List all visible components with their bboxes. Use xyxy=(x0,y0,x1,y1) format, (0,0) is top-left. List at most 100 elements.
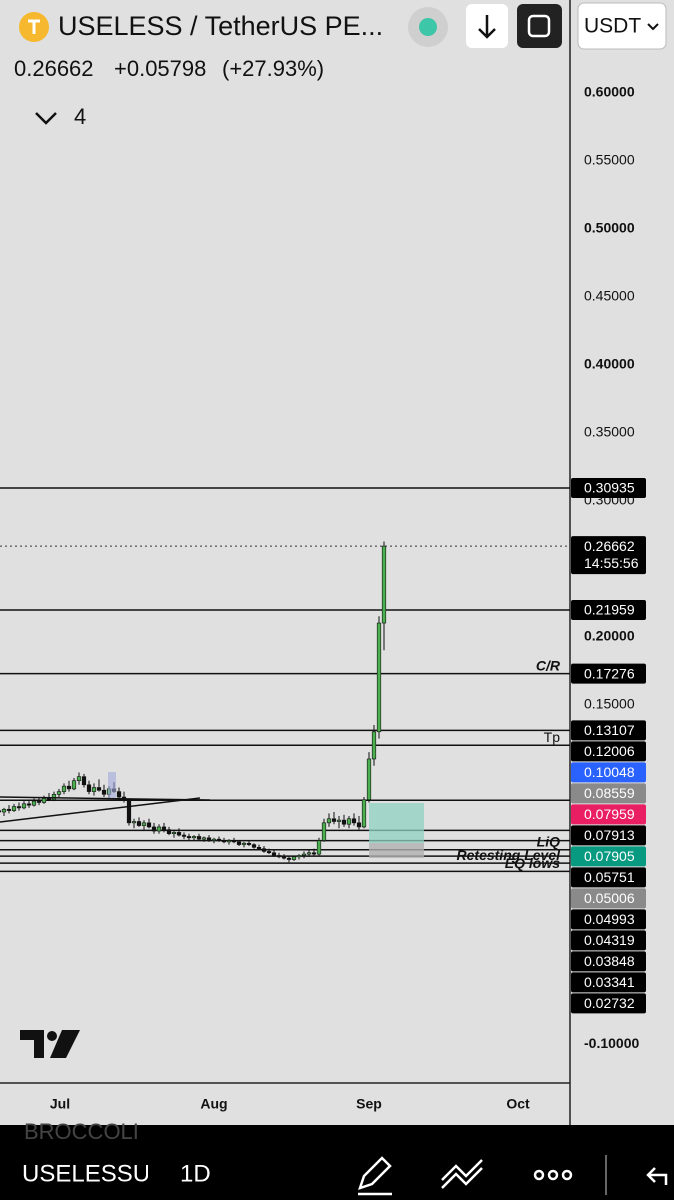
price-label-box xyxy=(571,783,646,804)
candle-body xyxy=(351,818,357,824)
candle-body xyxy=(81,776,87,786)
candle-body xyxy=(316,840,322,855)
candle-body xyxy=(0,810,2,813)
candle-body xyxy=(16,806,22,809)
candle-body xyxy=(191,836,197,839)
candle-body xyxy=(66,785,72,790)
candle-body xyxy=(21,803,27,809)
fullscreen-button[interactable] xyxy=(517,4,562,48)
tradingview-logo-dot xyxy=(47,1031,57,1041)
candle-body xyxy=(331,818,337,822)
y-tick-label: -0.10000 xyxy=(584,1035,639,1051)
y-tick-label: 0.15000 xyxy=(584,695,635,711)
price-label-box xyxy=(571,888,646,909)
price-label: 0.04993 xyxy=(584,911,635,927)
candle-body xyxy=(126,799,132,824)
level-annotation: Retesting Level xyxy=(457,847,562,863)
last-price-label: 0.26662 xyxy=(584,538,635,554)
download-icon xyxy=(478,15,496,39)
candle-body xyxy=(76,776,82,782)
price-label-box xyxy=(571,720,646,741)
stop-zone xyxy=(369,843,424,858)
candle-body xyxy=(286,857,292,860)
candle-body xyxy=(226,840,232,843)
tradingview-logo xyxy=(20,1030,80,1058)
price-label-box xyxy=(571,536,646,575)
level-annotation: C/R xyxy=(536,657,561,673)
candle-body xyxy=(271,852,277,856)
logo-glyph xyxy=(28,19,40,34)
fullscreen-icon xyxy=(527,14,551,38)
price-label-box xyxy=(571,762,646,783)
candle-body xyxy=(26,803,32,806)
drawings-button[interactable] xyxy=(441,1159,483,1189)
level-annotation: Tp xyxy=(544,729,561,745)
watermark: BROCCOLI xyxy=(24,1119,139,1144)
trend-line xyxy=(0,797,201,823)
candle-body xyxy=(1,808,7,813)
candle-body xyxy=(186,836,192,839)
price-label-box xyxy=(571,972,646,993)
symbol-title[interactable]: USELESS / TetherUS PE... xyxy=(58,11,383,41)
price-label: 0.07905 xyxy=(584,848,635,864)
currency-select[interactable] xyxy=(577,2,667,50)
candle-body xyxy=(56,791,62,795)
candle-body xyxy=(311,852,317,855)
x-tick-label: Oct xyxy=(506,1096,530,1112)
price-label-box xyxy=(571,867,646,888)
price-label-box xyxy=(571,741,646,762)
candle-body xyxy=(341,819,347,825)
candle-body xyxy=(366,758,372,801)
candle-body xyxy=(236,841,242,845)
candle-body xyxy=(256,847,262,849)
trend-line xyxy=(0,796,211,801)
candle-body xyxy=(86,784,92,792)
price-label: 0.10048 xyxy=(584,764,635,780)
more-button[interactable] xyxy=(533,1169,573,1181)
back-button[interactable] xyxy=(646,1167,668,1185)
symbol-fade xyxy=(148,1150,178,1195)
candle-body xyxy=(336,819,342,822)
candle-body xyxy=(321,822,327,841)
indicators-toggle[interactable] xyxy=(35,112,57,125)
candle-body xyxy=(161,826,167,830)
candle-body xyxy=(31,800,37,806)
price-label: 0.03848 xyxy=(584,953,635,969)
price-label: 0.08559 xyxy=(584,785,635,801)
interval-button[interactable]: 1D xyxy=(180,1160,211,1187)
candle-body xyxy=(171,832,177,835)
candle-body xyxy=(71,780,77,790)
price-label: 0.05751 xyxy=(584,869,635,885)
price-label: 0.03341 xyxy=(584,974,635,990)
bottom-toolbar xyxy=(0,1145,674,1200)
level-annotation: LiQ xyxy=(537,833,560,849)
candle-body xyxy=(151,826,157,832)
candle-body xyxy=(61,785,67,792)
candle-body xyxy=(251,844,257,848)
candle-body xyxy=(101,789,107,795)
candle-body xyxy=(46,798,52,801)
candle-body xyxy=(116,791,122,798)
candle-body xyxy=(301,853,307,856)
price-label: 0.07913 xyxy=(584,827,635,843)
draw-button[interactable] xyxy=(358,1156,392,1196)
candle-body xyxy=(206,837,212,841)
price-label: 0.13107 xyxy=(584,722,635,738)
countdown: 14:55:56 xyxy=(584,555,639,571)
symbol-button[interactable]: USELESSU xyxy=(22,1160,150,1187)
y-tick-label: 0.35000 xyxy=(584,423,635,439)
price-label: 0.04319 xyxy=(584,932,635,948)
candle-body xyxy=(11,806,17,811)
target-zone xyxy=(369,803,424,843)
price-label-box xyxy=(571,930,646,951)
candle-body xyxy=(91,787,97,792)
candle-body xyxy=(381,545,387,624)
candle-body xyxy=(211,838,217,841)
y-tick-label: 0.55000 xyxy=(584,152,635,168)
price-label-box xyxy=(571,804,646,825)
candle-body xyxy=(371,731,377,760)
price-label: 0.07959 xyxy=(584,806,635,822)
